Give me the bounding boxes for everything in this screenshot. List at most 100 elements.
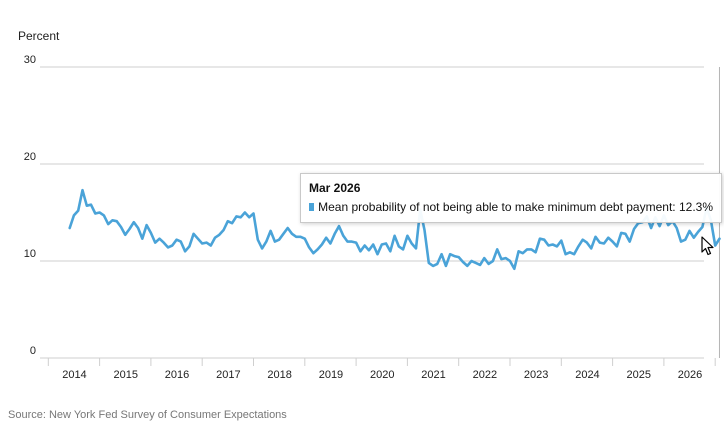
data-point [205, 241, 208, 244]
x-tick-label: 2023 [524, 369, 548, 381]
data-point [188, 245, 191, 248]
legend-swatch [309, 203, 315, 211]
data-point [385, 242, 388, 245]
data-point [573, 253, 576, 256]
data-point [282, 233, 285, 236]
data-point [244, 211, 247, 214]
data-point [329, 242, 332, 245]
data-point [295, 236, 298, 239]
data-point [517, 250, 520, 253]
data-point [440, 253, 443, 256]
data-point [445, 265, 448, 268]
data-point [432, 265, 435, 268]
data-point [688, 230, 691, 233]
data-point [428, 262, 431, 265]
data-point [325, 236, 328, 239]
data-point [201, 242, 204, 245]
data-point [393, 235, 396, 238]
data-point [607, 236, 610, 239]
data-point [389, 250, 392, 253]
data-point [569, 251, 572, 254]
data-point [500, 258, 503, 261]
data-point [556, 245, 559, 248]
data-point [633, 228, 636, 231]
data-point [145, 224, 148, 227]
data-point [124, 234, 127, 237]
data-point [406, 235, 409, 238]
data-point [299, 236, 302, 239]
data-point [509, 260, 512, 263]
data-point [257, 238, 260, 241]
data-point [436, 263, 439, 266]
data-point [338, 225, 341, 228]
x-tick-label: 2018 [267, 369, 291, 381]
data-point [624, 233, 627, 236]
data-point [141, 237, 144, 240]
data-point [197, 237, 200, 240]
data-point [462, 261, 465, 264]
data-point [667, 224, 670, 227]
source-note: Source: New York Fed Survey of Consumer … [8, 409, 287, 421]
data-point [718, 237, 721, 240]
y-tick-label: 20 [24, 151, 36, 163]
data-point [342, 235, 345, 238]
x-tick-marks [47, 358, 716, 366]
data-point [286, 227, 289, 230]
data-point [372, 243, 375, 246]
data-point [650, 227, 653, 230]
data-point [539, 237, 542, 240]
data-point [227, 220, 230, 223]
data-point [590, 247, 593, 250]
y-tick-label: 0 [30, 345, 36, 357]
data-point [231, 222, 234, 225]
tooltip-row: Mean probability of not being able to ma… [309, 200, 713, 214]
data-point [470, 260, 473, 263]
data-point [701, 226, 704, 229]
data-point [304, 237, 307, 240]
x-tick-label: 2019 [319, 369, 343, 381]
x-tick-label: 2025 [627, 369, 651, 381]
data-point [214, 236, 217, 239]
data-point [218, 234, 221, 237]
data-point [359, 250, 362, 253]
tooltip-title: Mar 2026 [309, 181, 361, 195]
tooltip-value: 12.3% [678, 200, 713, 214]
tooltip-separator: : [672, 200, 679, 214]
data-point [184, 250, 187, 253]
data-point [381, 243, 384, 246]
data-point [239, 216, 242, 219]
data-point [449, 253, 452, 256]
data-point [526, 248, 529, 251]
data-point [312, 252, 315, 255]
data-point [94, 212, 97, 215]
data-point [308, 246, 311, 249]
data-point [453, 255, 456, 258]
data-point [265, 240, 268, 243]
data-point [261, 247, 264, 250]
series-line[interactable] [68, 188, 721, 271]
x-tick-label: 2015 [114, 369, 138, 381]
data-point [693, 236, 696, 239]
data-point [466, 265, 469, 268]
mouse-pointer-icon [701, 236, 714, 256]
data-point [355, 241, 358, 244]
data-point [68, 227, 71, 230]
y-tick-label: 10 [24, 248, 36, 260]
data-point [222, 229, 225, 232]
data-point [415, 247, 418, 250]
data-point [675, 227, 678, 230]
data-point [180, 240, 183, 243]
data-point [603, 242, 606, 245]
data-point [98, 211, 101, 214]
data-point [269, 230, 272, 233]
data-point [90, 203, 93, 206]
data-point [171, 244, 174, 247]
data-point [248, 216, 251, 219]
data-point [530, 248, 533, 251]
data-point [628, 240, 631, 243]
data-point [77, 209, 80, 212]
data-point [487, 263, 490, 266]
data-point [363, 244, 366, 247]
data-point [547, 244, 550, 247]
data-point [316, 248, 319, 251]
